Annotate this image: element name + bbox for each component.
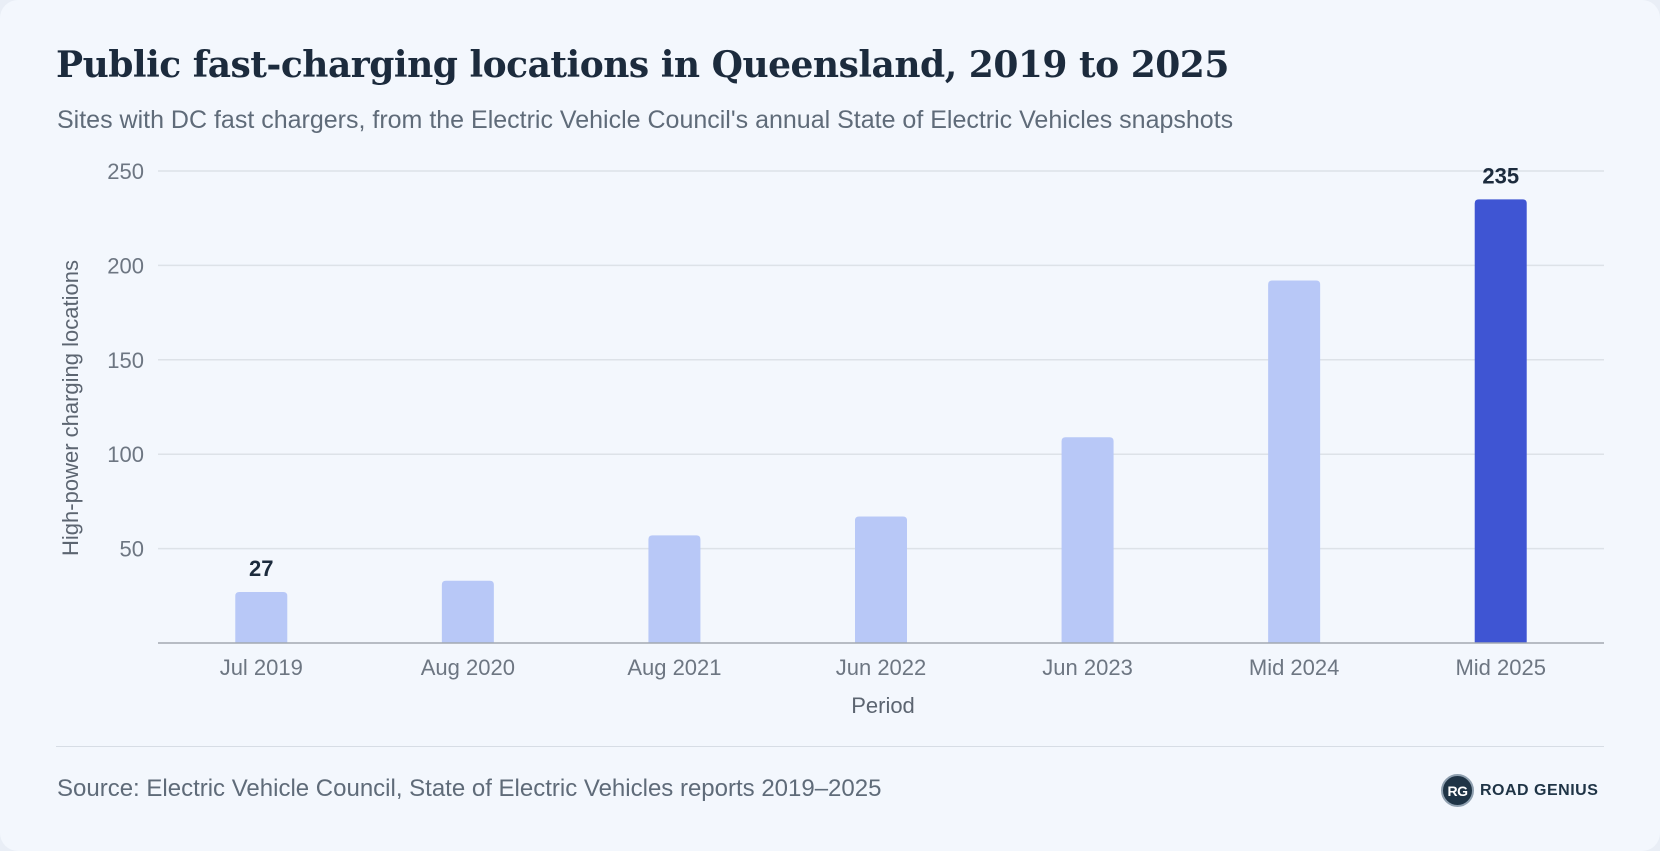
x-tick-label: Mid 2025 xyxy=(1455,655,1546,680)
axes: 50 100 150 200 250 Jul 2019 Aug 2020 Aug 2021 Ju… xyxy=(107,159,1604,680)
x-tick-label: Jul 2019 xyxy=(220,655,303,680)
y-tick-label: 50 xyxy=(120,537,144,562)
brand-badge: RG xyxy=(1441,774,1474,807)
x-tick-label: Jun 2022 xyxy=(836,655,927,680)
data-label: 235 xyxy=(1482,163,1519,188)
y-axis-title: High-power charging locations xyxy=(58,260,83,556)
bar xyxy=(235,592,288,643)
chart-title: Public fast-charging locations in Queens… xyxy=(56,44,1229,86)
bar xyxy=(1474,199,1527,643)
brand-name: ROAD GENIUS xyxy=(1480,781,1599,799)
x-axis-title: Period xyxy=(851,693,915,718)
labels: 27 235 Period High-power charging locations xyxy=(58,163,1519,718)
bars xyxy=(235,199,1527,643)
bar xyxy=(855,516,907,643)
x-tick-label: Aug 2020 xyxy=(421,655,515,680)
chart-subtitle: Sites with DC fast chargers, from the El… xyxy=(57,106,1234,134)
footer-divider xyxy=(56,746,1604,747)
bar xyxy=(1061,437,1114,643)
x-tick-label: Aug 2021 xyxy=(627,655,721,680)
bar xyxy=(648,535,701,643)
gridlines xyxy=(158,170,1604,550)
bar xyxy=(441,580,494,643)
bar xyxy=(1268,280,1321,643)
brand-logo[interactable]: RG ROAD GENIUS xyxy=(1441,774,1598,807)
y-tick-label: 200 xyxy=(107,253,144,278)
x-tick-label: Mid 2024 xyxy=(1249,655,1340,680)
y-tick-label: 100 xyxy=(107,442,144,467)
y-tick-label: 250 xyxy=(107,159,144,184)
data-label: 27 xyxy=(249,556,273,581)
y-tick-label: 150 xyxy=(107,348,144,373)
source-note: Source: Electric Vehicle Council, State … xyxy=(57,775,882,802)
bar-chart: 50 100 150 200 250 Jul 2019 Aug 2020 Aug 2021 Ju… xyxy=(58,159,1604,718)
x-tick-label: Jun 2023 xyxy=(1042,655,1133,680)
